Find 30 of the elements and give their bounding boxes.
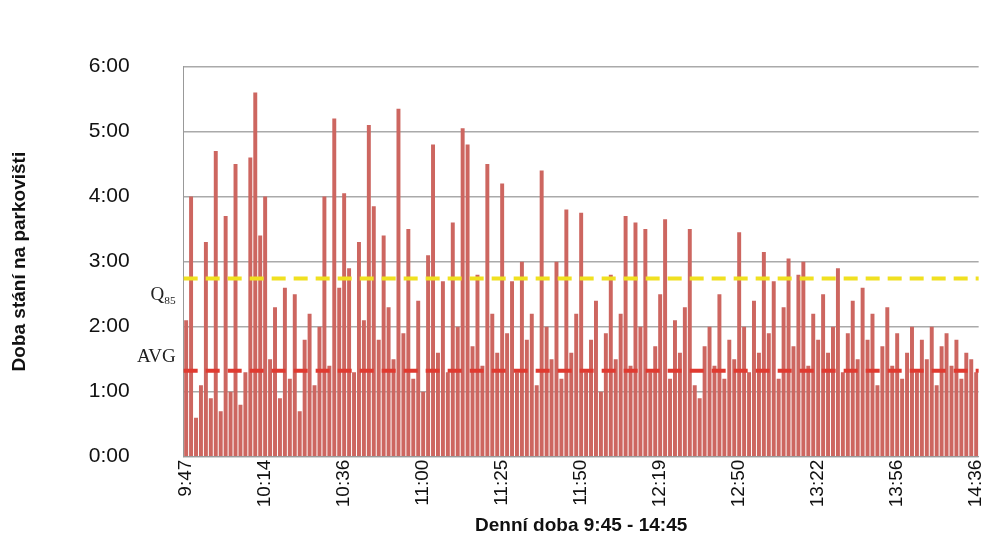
y-tick-label: 3:00 <box>88 248 130 272</box>
bar <box>954 339 959 456</box>
y-tick-label: 6:00 <box>88 53 130 77</box>
y-tick-label: 4:00 <box>88 183 130 207</box>
x-tick-label: 11:25 <box>490 459 512 506</box>
y-tick-label: 2:00 <box>88 313 130 337</box>
bar <box>786 258 791 456</box>
x-tick-label: 10:36 <box>332 459 354 508</box>
bar <box>307 313 312 456</box>
y-tick-label: 0:00 <box>88 443 130 467</box>
x-tick-label: 14:36 <box>964 459 986 508</box>
y-tick-label: 1:00 <box>88 378 130 402</box>
bar <box>554 261 559 456</box>
y-axis-title: Doba stání na parkovišti <box>7 151 29 372</box>
bar <box>944 333 949 456</box>
x-axis-title: Denní doba 9:45 - 14:45 <box>475 513 688 535</box>
bar <box>707 326 712 456</box>
x-tick-label: 11:50 <box>569 459 591 506</box>
x-tick-label: 12:50 <box>727 459 749 508</box>
y-tick-label: 5:00 <box>88 118 130 142</box>
bar <box>396 108 401 456</box>
x-tick-label: 9:47 <box>174 459 196 497</box>
x-tick-label: 10:14 <box>253 459 275 508</box>
x-tick-label: 12:19 <box>648 459 670 508</box>
x-tick-label: 11:00 <box>411 459 433 506</box>
bar <box>717 294 722 456</box>
x-tick-label: 13:22 <box>806 459 828 508</box>
x-tick-label: 13:56 <box>885 459 907 508</box>
bar <box>475 274 480 456</box>
ref-line-label: AVG <box>136 344 176 366</box>
